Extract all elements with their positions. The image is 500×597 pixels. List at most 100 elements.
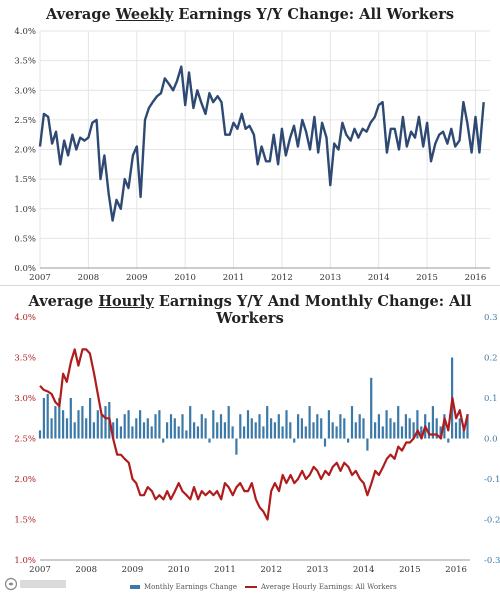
monthly-change-bar: [416, 410, 419, 439]
monthly-change-bar: [397, 406, 400, 439]
monthly-change-bar: [366, 438, 369, 451]
monthly-change-bar: [223, 422, 226, 439]
x-tick-label: 2009: [122, 565, 144, 575]
legend-bar-label: Monthly Earnings Change: [144, 583, 237, 591]
monthly-change-bar: [119, 426, 122, 439]
monthly-change-bar: [377, 414, 380, 439]
y-tick-label: 1.0%: [14, 205, 36, 215]
legend-line-swatch: [245, 586, 257, 588]
monthly-change-bar: [273, 422, 276, 439]
monthly-change-bar: [297, 414, 300, 439]
monthly-change-bar: [158, 410, 161, 439]
x-tick-label: 2007: [29, 565, 51, 575]
monthly-change-bar: [277, 414, 280, 439]
hourly-chart-title: Average Hourly Earnings Y/Y And Monthly …: [28, 293, 472, 327]
monthly-change-bar: [173, 418, 176, 439]
monthly-change-bar: [412, 422, 415, 439]
monthly-change-bar: [69, 398, 72, 439]
x-tick-label: 2009: [126, 273, 148, 283]
hourly-earnings-line: [39, 348, 469, 521]
monthly-change-bar: [339, 414, 342, 439]
monthly-change-bar: [162, 438, 165, 443]
watermark-logo-icon: [4, 577, 66, 591]
monthly-change-bar: [104, 406, 107, 439]
monthly-change-bar: [262, 426, 265, 439]
x-tick-label: 2015: [399, 565, 421, 575]
monthly-change-bar: [420, 426, 423, 439]
monthly-change-bar: [246, 410, 250, 439]
monthly-change-bar: [50, 418, 53, 439]
monthly-change-bar: [127, 410, 130, 439]
x-tick-label: 2012: [260, 565, 282, 575]
monthly-change-bar: [177, 426, 180, 439]
monthly-change-bar: [235, 438, 238, 455]
monthly-change-bar: [393, 422, 396, 439]
monthly-change-bar: [400, 426, 404, 439]
monthly-change-bar: [181, 414, 184, 439]
monthly-change-bar: [65, 418, 69, 439]
right-y-tick-label: -0.2: [484, 516, 500, 526]
monthly-change-bar: [408, 418, 411, 439]
left-y-tick-label: 4.0%: [14, 313, 36, 323]
monthly-change-bar: [439, 426, 442, 439]
monthly-change-bar: [62, 410, 65, 439]
y-tick-label: 0.0%: [14, 264, 36, 274]
right-y-tick-label: 0.0: [484, 435, 498, 445]
x-tick-label: 2013: [320, 273, 342, 283]
monthly-change-bar: [131, 426, 134, 439]
monthly-change-bar: [231, 426, 234, 439]
left-y-tick-label: 1.0%: [14, 556, 36, 566]
monthly-change-bar: [270, 418, 273, 439]
monthly-change-bar: [150, 426, 153, 439]
x-tick-label: 2007: [29, 273, 51, 283]
legend-item-line: Average Hourly Earnings: All Workers: [245, 583, 397, 591]
monthly-change-bar: [447, 438, 450, 443]
monthly-change-bar: [427, 422, 431, 439]
monthly-change-bar: [77, 410, 80, 439]
monthly-change-bar: [289, 422, 292, 439]
monthly-change-bar: [331, 422, 334, 439]
y-tick-label: 3.5%: [14, 57, 36, 67]
monthly-change-bar: [46, 393, 49, 439]
weekly-chart-svg: 0.0% 0.5% 1.0% 1.5% 2.0% 2.5% 3.0% 3.5% 4.0% 2007…: [14, 27, 490, 283]
monthly-change-bar: [335, 426, 338, 439]
monthly-change-bar: [458, 418, 461, 439]
monthly-change-bar: [135, 418, 138, 439]
monthly-change-bar: [443, 414, 446, 439]
y-tick-label: 2.0%: [14, 146, 36, 156]
monthly-change-bar: [250, 418, 253, 439]
monthly-change-bar: [92, 422, 95, 439]
y-tick-label: 1.5%: [14, 175, 36, 185]
legend-bar-swatch: [130, 585, 140, 589]
monthly-change-bar: [96, 410, 99, 439]
monthly-change-bar: [293, 438, 296, 443]
monthly-change-bar: [216, 422, 219, 439]
monthly-change-bar: [308, 406, 311, 439]
x-tick-label: 2008: [78, 273, 100, 283]
monthly-change-bar: [123, 414, 126, 439]
right-y-tick-label: -0.1: [484, 475, 500, 485]
monthly-change-bar: [81, 406, 84, 439]
left-y-tick-label: 1.5%: [14, 516, 36, 526]
monthly-change-bar: [254, 422, 257, 439]
monthly-change-bar: [42, 398, 45, 439]
monthly-change-bar: [435, 418, 438, 439]
weekly-series-line: [38, 65, 485, 222]
monthly-change-bar: [381, 426, 384, 439]
right-y-tick-label: -0.3: [484, 556, 500, 566]
monthly-change-bar: [304, 426, 307, 439]
monthly-change-bar: [466, 414, 469, 439]
y-tick-label: 4.0%: [14, 27, 36, 37]
monthly-change-bar: [281, 426, 284, 439]
x-tick-label: 2014: [368, 273, 390, 283]
hourly-chart-svg: 1.0% 1.5% 2.0% 2.5% 3.0% 3.5% 4.0% -0.3 -0.2 -0.1…: [14, 313, 500, 575]
monthly-change-bar: [358, 414, 361, 439]
panel-divider: [0, 285, 500, 286]
weekly-chart-title: Average Weekly Earnings Y/Y Change: All …: [45, 6, 455, 23]
left-y-tick-label: 3.0%: [14, 394, 36, 404]
monthly-change-bar: [285, 410, 288, 439]
x-tick-label: 2016: [445, 565, 467, 575]
x-tick-label: 2015: [416, 273, 438, 283]
x-tick-label: 2010: [174, 273, 196, 283]
monthly-change-bar: [350, 406, 354, 439]
